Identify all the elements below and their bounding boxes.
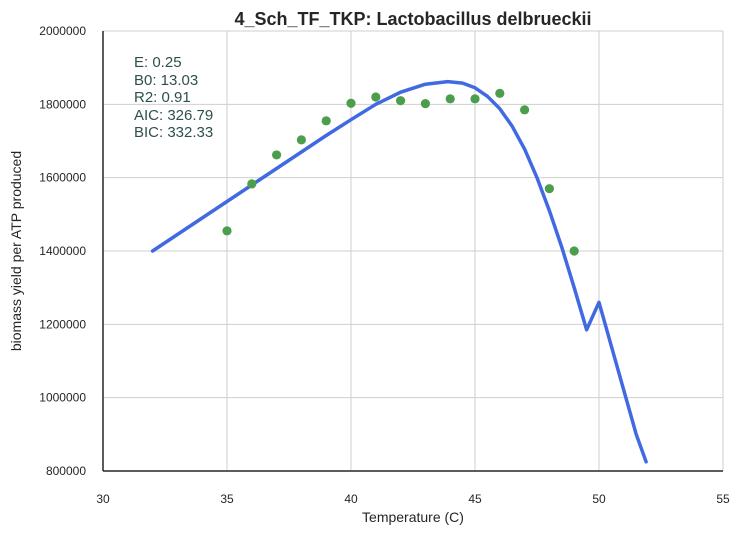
x-ticks: 30 35 40 45 50 55: [96, 492, 730, 506]
data-point: [296, 135, 306, 145]
data-point: [272, 150, 282, 160]
data-point: [346, 98, 356, 108]
stat-aic: AIC: 326.79: [134, 107, 213, 124]
axes: [102, 31, 723, 472]
fitted-curve: [150, 79, 648, 464]
y-ticks: 800000 1000000 1200000 1400000 1600000 180000…: [39, 24, 86, 478]
data-point: [520, 105, 530, 115]
y-tick-label: 1600000: [39, 171, 86, 185]
data-point: [321, 116, 331, 126]
y-tick-label: 1000000: [39, 391, 86, 405]
y-axis-title: biomass yield per ATP produced: [8, 151, 24, 351]
data-point: [371, 92, 381, 102]
x-tick-label: 30: [96, 492, 110, 506]
stat-r2: R2: 0.91: [134, 89, 191, 106]
data-point: [470, 94, 480, 104]
stat-bic: BIC: 332.33: [134, 124, 213, 141]
x-tick-label: 50: [592, 492, 606, 506]
stat-b0: B0: 13.03: [134, 72, 198, 89]
x-tick-label: 35: [220, 492, 234, 506]
x-tick-label: 45: [468, 492, 482, 506]
stat-e: E: 0.25: [134, 54, 182, 71]
fitted-curve-line: [150, 79, 648, 464]
fit-statistics: E: 0.25 B0: 13.03 R2: 0.91 AIC: 326.79 B…: [134, 54, 213, 141]
y-tick-label: 800000: [46, 464, 86, 478]
data-point: [445, 94, 455, 104]
x-tick-label: 55: [716, 492, 730, 506]
data-point: [569, 246, 579, 256]
data-points: [222, 88, 579, 256]
data-point: [222, 226, 232, 236]
y-tick-label: 1200000: [39, 317, 86, 331]
y-tick-label: 2000000: [39, 24, 86, 38]
data-point: [247, 179, 257, 189]
data-point: [420, 99, 430, 109]
data-point: [396, 96, 406, 106]
data-point: [495, 88, 505, 98]
grid: [103, 30, 724, 471]
x-tick-label: 40: [344, 492, 358, 506]
data-point: [544, 184, 555, 194]
x-axis-title: Temperature (C): [362, 509, 464, 525]
y-tick-label: 1400000: [39, 244, 86, 258]
y-tick-label: 1800000: [39, 97, 86, 111]
chart-title: 4_Sch_TF_TKP: Lactobacillus delbrueckii: [234, 9, 591, 29]
